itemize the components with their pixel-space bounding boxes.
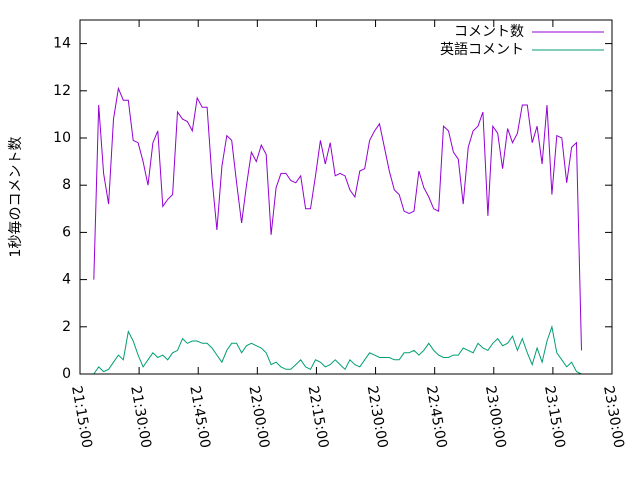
y-tick-label: 12 — [53, 83, 71, 99]
legend-label: 英語コメント — [440, 41, 524, 58]
y-tick-label: 2 — [62, 319, 71, 335]
y-tick-label: 6 — [62, 224, 71, 240]
x-tick-label: 21:15:00 — [68, 385, 95, 450]
x-tick-label: 21:45:00 — [186, 385, 213, 450]
x-tick-label: 22:30:00 — [364, 385, 391, 450]
y-tick-label: 8 — [62, 177, 71, 193]
y-tick-label: 0 — [62, 366, 71, 382]
y-axis-label: 1秒毎のコメント数 — [8, 137, 24, 258]
x-tick-label: 22:00:00 — [245, 385, 272, 450]
line — [93, 86, 582, 351]
y-tick-label: 14 — [53, 36, 71, 52]
x-tick-label: 21:30:00 — [127, 385, 154, 450]
y-tick-label: 4 — [62, 272, 71, 288]
plot-border — [79, 19, 613, 375]
y-tick-label: 10 — [53, 130, 71, 146]
x-tick-label: 23:30:00 — [600, 385, 627, 450]
x-tick-label: 23:00:00 — [482, 385, 509, 450]
x-tick-label: 23:15:00 — [541, 385, 568, 450]
legend-label: コメント数 — [454, 24, 524, 40]
x-tick-label: 22:45:00 — [423, 385, 450, 450]
line — [93, 324, 582, 375]
x-tick-label: 22:15:00 — [305, 385, 332, 450]
